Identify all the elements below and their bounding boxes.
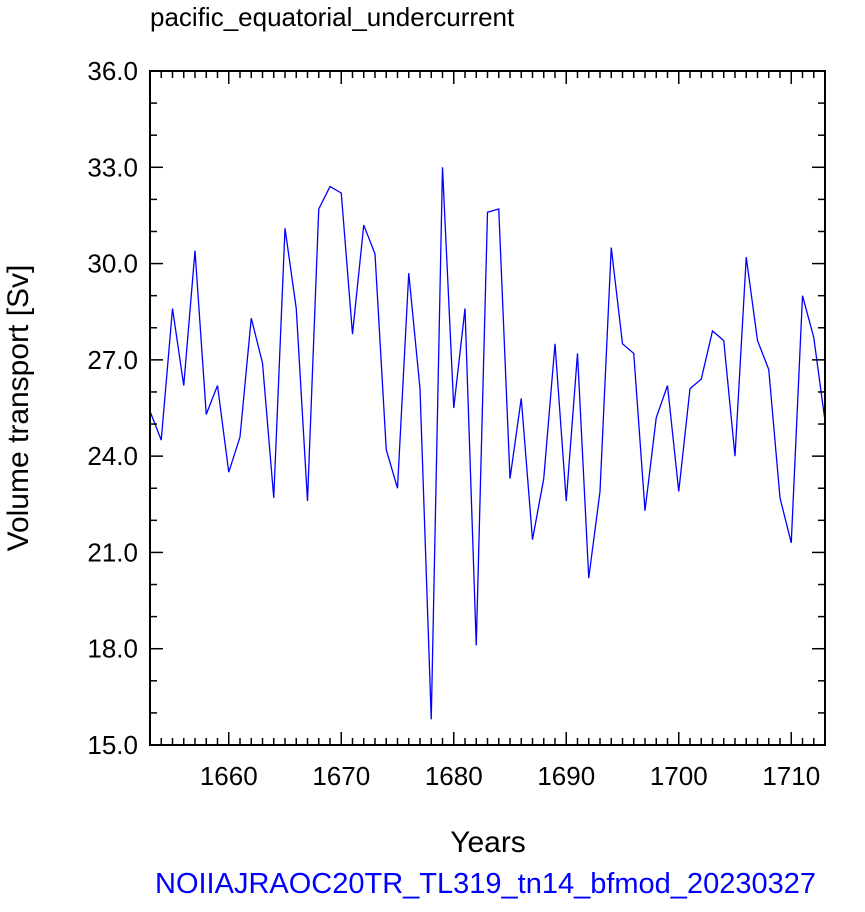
axis-ticks	[149, 70, 826, 746]
chart-title: pacific_equatorial_undercurrent	[150, 2, 515, 32]
tick-labels: 1660 1670 1680 1690 1700 1710 15.0 18.0 21.0 24.0…	[87, 56, 820, 791]
y-tick-label: 18.0	[87, 634, 138, 664]
x-tick-label: 1680	[425, 761, 483, 791]
y-tick-label: 33.0	[87, 152, 138, 182]
footer-label: NOIIAJRAOC20TR_TL319_tn14_bfmod_20230327	[155, 868, 816, 900]
y-tick-label: 24.0	[87, 441, 138, 471]
x-tick-label: 1710	[762, 761, 820, 791]
x-tick-label: 1660	[200, 761, 258, 791]
plot-frame	[149, 70, 826, 746]
y-tick-label: 36.0	[87, 56, 138, 86]
series-line-group	[149, 167, 826, 720]
x-tick-label: 1690	[537, 761, 595, 791]
x-tick-label: 1670	[312, 761, 370, 791]
y-tick-label: 30.0	[87, 249, 138, 279]
y-tick-label: 15.0	[87, 730, 138, 760]
series-line	[149, 167, 826, 720]
y-tick-label: 27.0	[87, 345, 138, 375]
x-axis-label: Years	[450, 826, 526, 859]
y-tick-label: 21.0	[87, 537, 138, 567]
y-axis-label: Volume transport [Sv]	[2, 265, 35, 552]
x-tick-label: 1700	[650, 761, 708, 791]
